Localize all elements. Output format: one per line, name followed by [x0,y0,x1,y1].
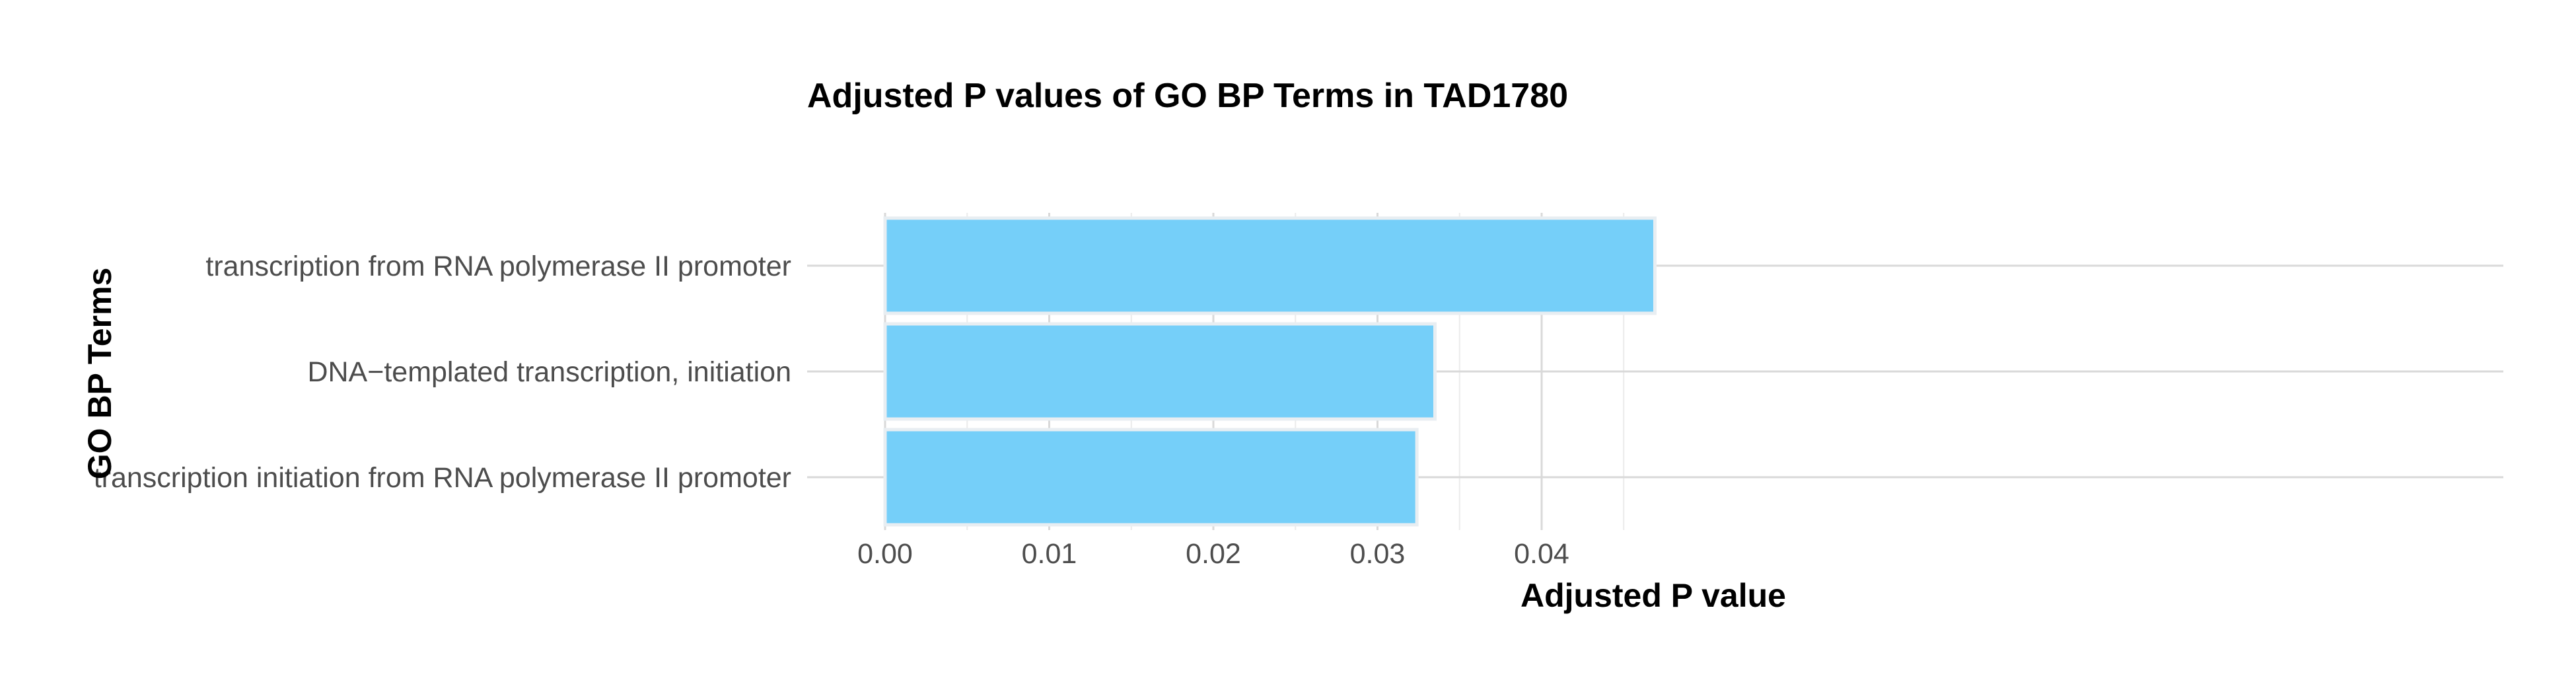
y-tick-label: DNA−templated transcription, initiation [307,356,791,388]
x-tick-label: 0.00 [857,538,913,570]
chart-title: Adjusted P values of GO BP Terms in TAD1… [807,77,1568,115]
bars [883,216,1657,527]
bar [883,322,1437,421]
x-axis-title: Adjusted P value [1521,577,1786,614]
x-tick-label: 0.04 [1514,538,1569,570]
y-axis-title: GO BP Terms [81,268,118,479]
x-tick-label: 0.02 [1186,538,1241,570]
x-tick-label: 0.03 [1350,538,1406,570]
y-tick-label: transcription initiation from RNA polyme… [94,462,791,494]
x-tick-label: 0.01 [1022,538,1077,570]
y-tick-labels: transcription from RNA polymerase II pro… [94,251,791,494]
y-tick-label: transcription from RNA polymerase II pro… [205,251,791,282]
bar [883,216,1657,315]
x-tick-labels: 0.00 0.01 0.02 0.03 0.04 [857,538,1569,570]
bar [883,428,1419,527]
